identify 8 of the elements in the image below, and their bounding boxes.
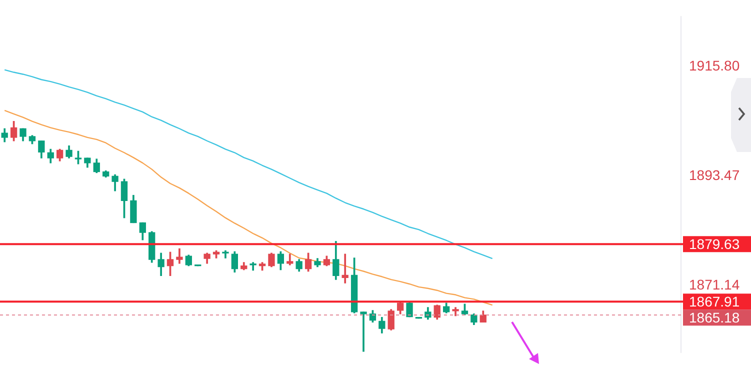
y-tick-label: 1871.14: [689, 276, 740, 293]
candlestick: [342, 254, 348, 284]
candlestick: [360, 312, 367, 352]
ref-line-label: 1865.18: [689, 309, 740, 326]
y-tick-label: 1893.47: [689, 167, 740, 184]
y-tick-label: 1915.80: [689, 58, 740, 74]
ref-line-label: 1879.63: [689, 236, 740, 252]
ref-line-label: 1867.91: [689, 293, 740, 310]
